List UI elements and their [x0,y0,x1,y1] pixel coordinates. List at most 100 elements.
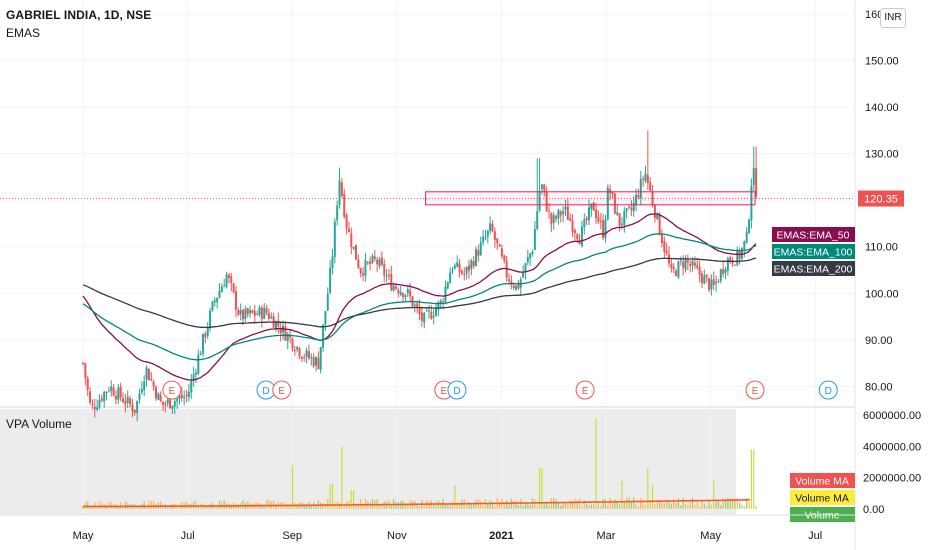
volume-bar [287,504,289,509]
candle-body [693,262,696,266]
candle-body [157,393,160,400]
candle-body [442,301,445,303]
candle-body [126,396,129,403]
candle-body [383,263,386,276]
candle-body [418,306,421,315]
candle-body [364,260,367,277]
candle-body [531,251,534,254]
candle-body [246,308,249,315]
candle-body [209,310,212,329]
volume-bar [687,505,689,509]
candle-body [253,311,256,316]
candle-body [230,276,233,284]
volume-bar [597,502,600,509]
price-tick-label: 90.00 [865,335,893,347]
volume-bar [207,505,209,509]
candle-body [237,309,240,315]
volume-bar [729,498,731,509]
volume-bar [489,500,491,509]
candle-body [705,274,708,278]
event-marker-label: E [169,386,176,397]
candle-body [277,320,280,327]
candle-body [140,389,143,393]
candle-body [307,351,310,359]
candle-body [129,398,132,405]
candle-body [580,226,583,246]
volume-bar [534,499,536,509]
candle-body [465,266,468,274]
volume-bar [548,505,550,509]
symbol-title[interactable]: GABRIEL INDIA, 1D, NSE [6,8,152,22]
candle-body [105,391,108,393]
volume-bar [633,497,635,509]
volume-bar [223,500,225,509]
candle-body [284,326,287,341]
candle-body [162,401,165,405]
volume-pane-title[interactable]: VPA Volume [6,417,72,431]
candle-body [745,231,748,243]
volume-tag-text: Volume MA [795,476,849,488]
candle-body [347,228,350,232]
candle-body [540,184,543,189]
volume-bar [670,503,672,509]
volume-tick-label: 2000000.00 [863,473,921,485]
volume-bar [689,501,691,509]
volume-bar [630,500,632,509]
volume-bar [94,502,96,509]
candle-body [458,263,461,273]
volume-bar [197,505,199,509]
volume-bar [593,504,595,509]
candle-body [700,273,703,283]
volume-bar [564,503,567,509]
candle-body [136,401,139,413]
volume-bar [110,502,112,509]
candle-body [446,282,449,289]
volume-bar [586,504,588,509]
price-tick-label: 100.00 [865,288,899,300]
volume-bar [324,503,327,509]
volume-bar [261,505,263,509]
volume-bar [543,504,545,509]
candle-body [743,241,746,250]
volume-bar [529,505,531,509]
candle-body [119,386,122,398]
volume-bar [673,499,675,509]
candle-body [178,396,181,399]
candle-body [286,334,289,342]
candle-body [512,285,515,289]
volume-bar [327,499,329,509]
candle-body [145,367,148,380]
volume-bar [242,499,244,509]
candle-body [675,270,678,276]
candle-body [663,241,666,252]
candle-body [597,216,600,222]
volume-bar [251,505,254,509]
candle-body [420,312,423,321]
time-tick-label: May [700,530,721,542]
volume-bar [273,500,275,509]
candle-body [169,398,172,409]
candle-body [479,242,482,255]
candle-body [256,314,259,316]
candle-body [274,321,277,330]
candle-body [166,399,169,404]
candle-body [500,248,503,257]
event-marker-label: E [582,386,589,397]
earnings-marker [745,380,765,400]
volume-bar [734,499,736,509]
candle-body [635,194,638,205]
candle-body [289,335,292,338]
volume-bar [454,485,456,509]
volume-bar [449,506,451,509]
volume-bar [138,506,141,509]
candle-body [604,219,607,238]
indicator-legend[interactable]: EMAS [6,26,41,40]
volume-bar [296,505,298,509]
volume-bar [649,499,651,509]
time-tick-label: Jul [808,530,822,542]
candle-body [618,213,621,226]
volume-bar [546,503,548,509]
earnings-marker [272,380,292,400]
currency-button[interactable]: INR [880,8,906,28]
